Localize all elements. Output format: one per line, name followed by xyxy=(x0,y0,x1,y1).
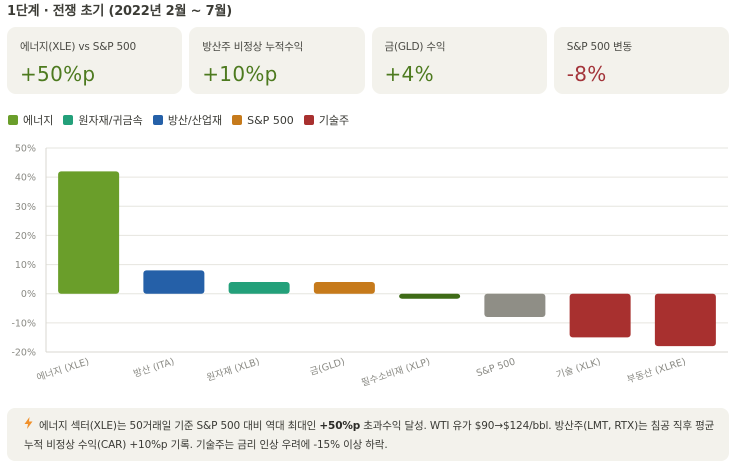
bar xyxy=(569,293,631,338)
kpi-card-value: -8% xyxy=(566,62,607,86)
legend-swatch xyxy=(232,115,243,125)
legend-item-sp500: S&P 500 xyxy=(232,114,294,127)
chart-legend: 에너지 원자재/귀금속 방산/산업재 S&P 500 기술주 xyxy=(8,112,359,128)
kpi-card-energy: 에너지(XLE) vs S&P 500 +50%p xyxy=(7,27,183,94)
legend-label: S&P 500 xyxy=(247,113,294,127)
lightning-icon xyxy=(24,417,33,436)
note-text-1: 에너지 섹터(XLE)는 50거래일 기준 S&P 500 대비 역대 최대인 xyxy=(39,420,320,432)
x-tick-label: 금(GLD) xyxy=(309,356,347,378)
legend-label: 방산/산업재 xyxy=(167,114,223,127)
bar xyxy=(228,282,290,294)
y-tick-label: 40% xyxy=(15,173,36,184)
y-tick-label: -10% xyxy=(11,318,36,329)
y-tick-label: 20% xyxy=(15,231,36,242)
kpi-card-value: +50%p xyxy=(20,62,96,86)
bar xyxy=(143,270,205,294)
kpi-card-label: S&P 500 변동 xyxy=(566,41,632,53)
note-text-2: 초과수익 달성. WTI 유가 $90→$124/bbl. 방산주(LMT, R… xyxy=(24,420,715,451)
legend-label: 원자재/귀금속 xyxy=(78,114,143,127)
bar xyxy=(58,171,120,294)
bar xyxy=(399,293,461,299)
legend-item-defense: 방산/산업재 xyxy=(152,112,223,128)
y-tick-label: 10% xyxy=(15,260,36,271)
kpi-card-value: +4% xyxy=(384,62,434,86)
x-tick-label: 방산 (ITA) xyxy=(132,356,176,380)
bar-chart: -20% -10% 0% 10% 20% 30% 40% 50% 에너지 (XLE) 방산 (IT… xyxy=(11,144,728,389)
kpi-card-value: +10%p xyxy=(202,62,278,86)
legend-swatch xyxy=(8,115,18,125)
y-tick-label: 30% xyxy=(15,202,36,213)
x-tick-label: S&P 500 xyxy=(475,356,517,379)
page-title: 1단계 · 전쟁 초기 (2022년 2월 ~ 7월) xyxy=(7,4,232,19)
x-tick-label: 원자재 (XLB) xyxy=(205,356,261,383)
insight-note: 에너지 섹터(XLE)는 50거래일 기준 S&P 500 대비 역대 최대인 … xyxy=(7,408,729,461)
bar xyxy=(654,293,716,347)
kpi-cards: 에너지(XLE) vs S&P 500 +50%p 방산주 비정상 누적수익 +… xyxy=(7,27,729,94)
bar xyxy=(484,293,546,318)
y-tick-label: -20% xyxy=(11,348,36,359)
y-tick-label: 50% xyxy=(15,144,36,155)
legend-label: 기술주 xyxy=(318,114,350,127)
x-tick-label: 필수소비재 (XLP) xyxy=(360,355,432,389)
legend-item-materials: 원자재/귀금속 xyxy=(63,112,143,128)
legend-swatch xyxy=(152,115,163,125)
y-tick-label: 0% xyxy=(21,289,36,300)
legend-swatch xyxy=(63,115,74,125)
kpi-card-label: 에너지(XLE) vs S&P 500 xyxy=(20,41,136,53)
x-tick-label: 기술 (XLK) xyxy=(555,356,602,381)
legend-item-energy: 에너지 xyxy=(8,112,53,128)
kpi-card-label: 방산주 비정상 누적수익 xyxy=(202,41,304,53)
bar xyxy=(313,282,375,294)
kpi-card-label: 금(GLD) 수익 xyxy=(384,41,446,53)
legend-label: 에너지 xyxy=(23,114,54,127)
kpi-card-sp500: S&P 500 변동 -8% xyxy=(553,27,729,94)
x-tick-label: 부동산 (XLRE) xyxy=(626,356,687,385)
legend-swatch xyxy=(303,115,314,125)
legend-item-tech: 기술주 xyxy=(303,112,350,128)
kpi-card-gold: 금(GLD) 수익 +4% xyxy=(371,27,547,94)
note-highlight: +50%p xyxy=(319,420,361,432)
x-tick-label: 에너지 (XLE) xyxy=(35,356,90,383)
kpi-card-defense: 방산주 비정상 누적수익 +10%p xyxy=(189,27,365,94)
